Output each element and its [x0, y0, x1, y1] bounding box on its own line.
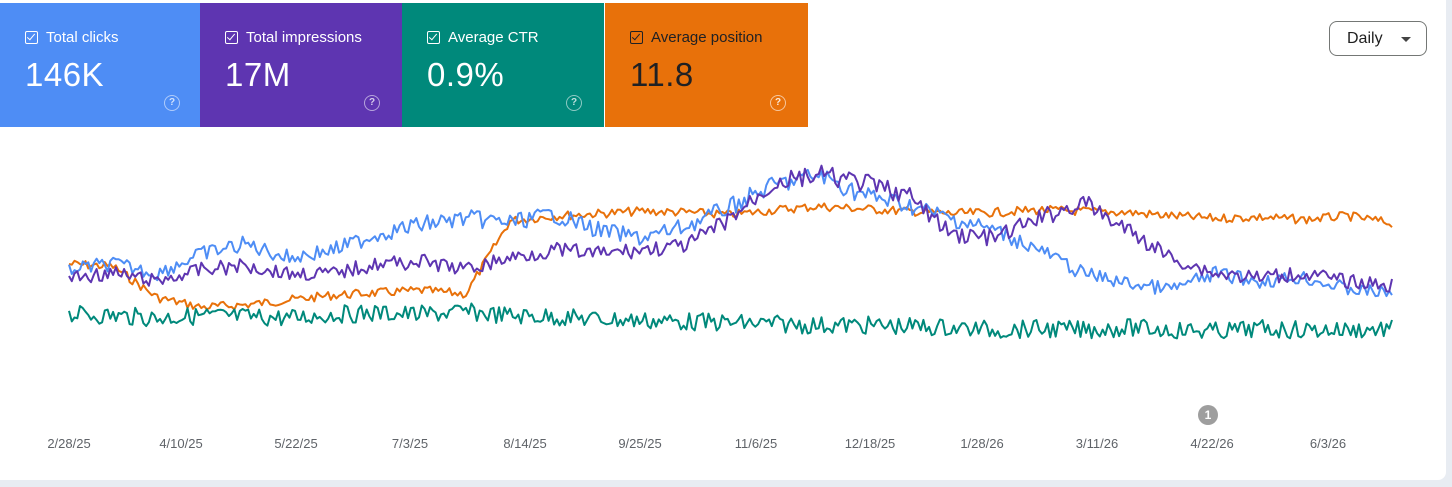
metric-value: 11.8: [630, 56, 694, 93]
metric-header: Average position: [630, 29, 808, 46]
x-tick-label: 3/11/26: [1076, 436, 1118, 451]
checkbox-icon[interactable]: [630, 31, 643, 44]
granularity-dropdown[interactable]: Daily: [1329, 21, 1427, 56]
metric-tile-total-impressions[interactable]: Total impressions 17M ?: [200, 3, 402, 127]
x-axis-tick-labels: 2/28/25 4/10/25 5/22/25 7/3/25 8/14/25 9/25/2…: [47, 436, 1346, 451]
metric-tile-average-ctr[interactable]: Average CTR 0.9% ?: [402, 3, 604, 127]
x-tick-label: 4/22/26: [1190, 436, 1233, 451]
help-icon[interactable]: ?: [164, 95, 180, 111]
checkbox-icon[interactable]: [225, 31, 238, 44]
help-icon[interactable]: ?: [770, 95, 786, 111]
metric-tile-average-position[interactable]: Average position 11.8 ?: [605, 3, 808, 127]
x-tick-label: 12/18/25: [845, 436, 896, 451]
metric-label: Total impressions: [246, 29, 362, 46]
series-line-average-ctr: [68, 302, 1393, 340]
help-icon[interactable]: ?: [566, 95, 582, 111]
metric-label: Average CTR: [448, 29, 539, 46]
series-lines: [68, 164, 1393, 340]
series-line-total-impressions: [68, 164, 1393, 293]
x-tick-label: 9/25/25: [618, 436, 661, 451]
x-tick-label: 2/28/25: [47, 436, 90, 451]
granularity-value: Daily: [1347, 29, 1383, 47]
x-tick-label: 8/14/25: [503, 436, 546, 451]
annotation-marker[interactable]: 1: [1198, 405, 1218, 425]
x-tick-label: 6/3/26: [1310, 436, 1346, 451]
x-tick-label: 1/28/26: [960, 436, 1003, 451]
series-line-total-clicks: [68, 168, 1393, 298]
annotation-marker-label: 1: [1205, 408, 1212, 422]
series-line-average-position: [68, 202, 1393, 311]
x-tick-label: 5/22/25: [274, 436, 317, 451]
metric-header: Total impressions: [225, 29, 402, 46]
metric-label: Average position: [651, 29, 763, 46]
x-tick-label: 11/6/25: [735, 436, 777, 451]
metric-value: 146K: [25, 56, 105, 93]
metric-value: 0.9%: [427, 56, 505, 93]
checkbox-icon[interactable]: [25, 31, 38, 44]
metric-header: Average CTR: [427, 29, 604, 46]
metric-header: Total clicks: [25, 29, 202, 46]
annotation-marker-circle[interactable]: [1198, 405, 1218, 425]
metric-label: Total clicks: [46, 29, 119, 46]
help-icon[interactable]: ?: [364, 95, 380, 111]
checkbox-icon[interactable]: [427, 31, 440, 44]
x-tick-label: 4/10/25: [159, 436, 202, 451]
x-tick-label: 7/3/25: [392, 436, 428, 451]
caret-down-icon: [1401, 37, 1411, 42]
metric-value: 17M: [225, 56, 291, 93]
metric-tile-total-clicks[interactable]: Total clicks 146K ?: [0, 3, 202, 127]
